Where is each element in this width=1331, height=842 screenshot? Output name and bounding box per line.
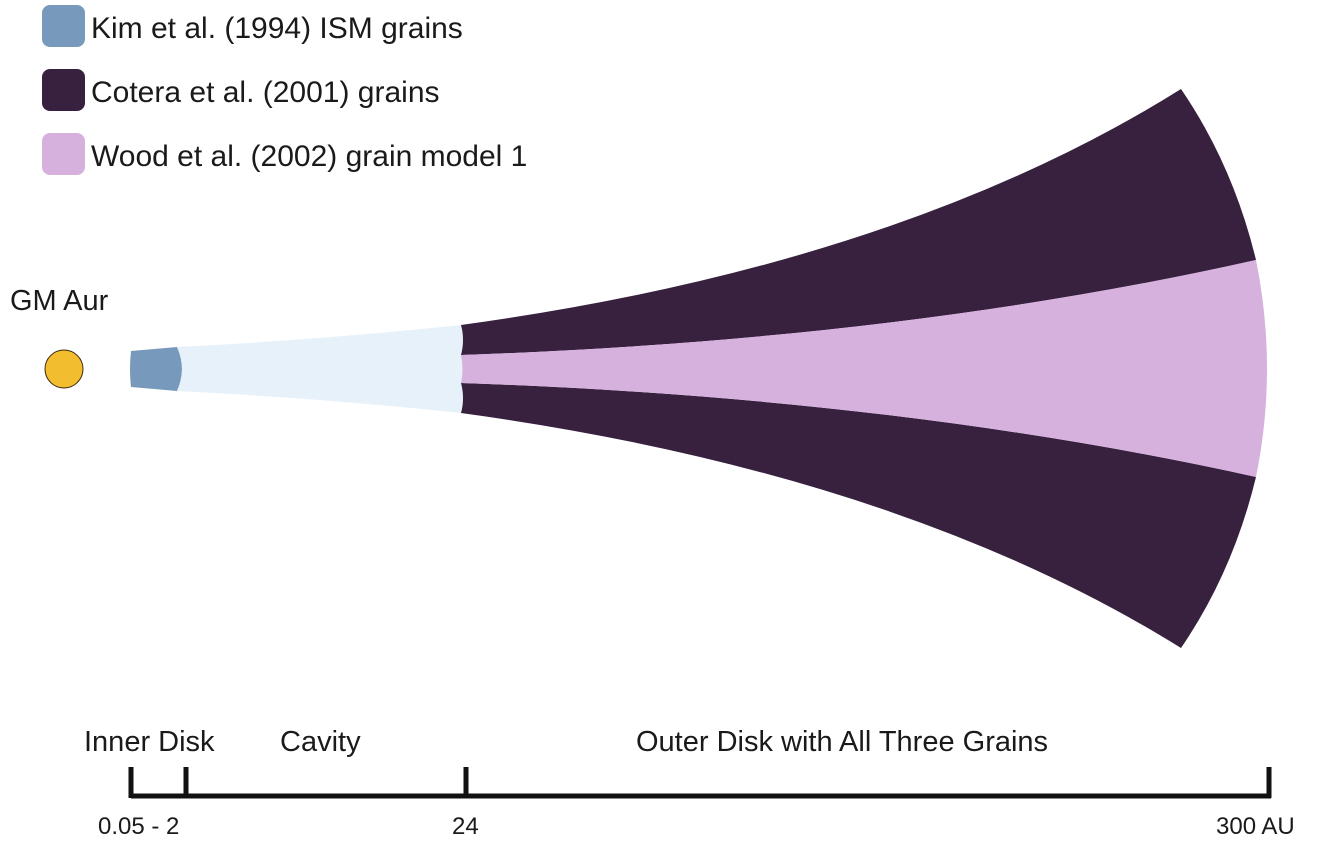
outer-disk-midplane-layer	[461, 260, 1267, 477]
star-label: GM Aur	[10, 285, 109, 317]
inner-disk	[130, 347, 182, 391]
legend-item-wood: Wood et al. (2002) grain model 1	[42, 133, 527, 175]
outer-disk-lower-layer	[461, 383, 1256, 648]
region-label-outer-disk: Outer Disk with All Three Grains	[636, 726, 1048, 758]
legend-item-cotera: Cotera et al. (2001) grains	[42, 69, 440, 111]
legend-label-wood: Wood et al. (2002) grain model 1	[91, 140, 527, 173]
legend: Kim et al. (1994) ISM grains Cotera et a…	[42, 5, 527, 175]
legend-label-kim: Kim et al. (1994) ISM grains	[91, 12, 463, 45]
region-label-inner-disk: Inner Disk	[84, 726, 215, 758]
legend-swatch-cotera	[42, 69, 85, 111]
tick-label-24: 24	[452, 813, 479, 840]
star-icon	[44, 349, 84, 389]
tick-label-inner: 0.05 - 2	[98, 813, 179, 840]
legend-item-kim: Kim et al. (1994) ISM grains	[42, 5, 463, 47]
legend-label-cotera: Cotera et al. (2001) grains	[91, 76, 440, 109]
disk	[130, 89, 1267, 648]
legend-swatch-kim	[42, 5, 85, 47]
tick-label-300: 300 AU	[1216, 813, 1295, 840]
cavity	[177, 325, 465, 413]
region-label-cavity: Cavity	[280, 726, 361, 758]
radial-scale: Inner Disk Cavity Outer Disk with All Th…	[84, 726, 1295, 840]
legend-swatch-wood	[42, 133, 85, 175]
outer-disk-upper-layer	[461, 89, 1256, 355]
